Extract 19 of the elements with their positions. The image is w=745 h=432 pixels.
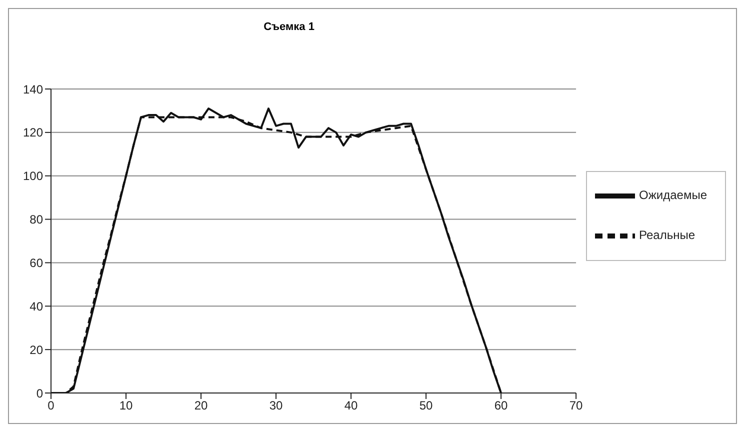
legend-label: Ожидаемые: [639, 188, 707, 202]
x-tick-label: 20: [194, 398, 208, 413]
x-tick-label: 40: [344, 398, 358, 413]
x-tick-label: 30: [269, 398, 284, 413]
x-tick-label: 0: [48, 398, 55, 413]
y-tick-label: 100: [22, 169, 44, 184]
x-tick-label: 10: [119, 398, 133, 413]
y-tick-label: 20: [30, 342, 44, 357]
legend-label: Реальные: [639, 228, 696, 242]
y-tick-label: 60: [30, 256, 44, 270]
x-tick-label: 60: [494, 398, 508, 413]
y-tick-label: 120: [22, 126, 44, 140]
y-tick-label: 140: [22, 82, 44, 96]
y-tick-label: 0: [36, 386, 44, 400]
x-tick-label: 70: [569, 398, 584, 413]
chart-title: Съемка 1: [262, 21, 316, 33]
y-tick-label: 80: [30, 212, 44, 227]
x-tick-label: 50: [419, 398, 434, 413]
y-tick-label: 40: [30, 299, 44, 314]
